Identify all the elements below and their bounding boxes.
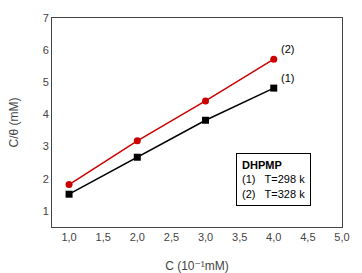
svg-text:1: 1 — [43, 205, 49, 217]
svg-text:1,5: 1,5 — [96, 231, 111, 243]
svg-text:7: 7 — [43, 12, 49, 24]
svg-text:2,0: 2,0 — [130, 231, 145, 243]
svg-text:(2): (2) — [281, 43, 294, 55]
svg-text:5: 5 — [43, 76, 49, 88]
svg-text:4,5: 4,5 — [300, 231, 315, 243]
svg-text:4,0: 4,0 — [266, 231, 281, 243]
svg-text:6: 6 — [43, 44, 49, 56]
svg-text:3: 3 — [43, 140, 49, 152]
svg-text:(1): (1) — [281, 72, 294, 84]
svg-text:C (10⁻¹mM): C (10⁻¹mM) — [165, 259, 229, 273]
svg-text:1,0: 1,0 — [61, 231, 76, 243]
svg-text:2,5: 2,5 — [164, 231, 179, 243]
svg-text:C/θ (mM): C/θ (mM) — [7, 98, 21, 148]
svg-text:5,0: 5,0 — [334, 231, 349, 243]
svg-text:4: 4 — [43, 108, 49, 120]
svg-text:2: 2 — [43, 173, 49, 185]
svg-text:3,0: 3,0 — [198, 231, 213, 243]
svg-text:3,5: 3,5 — [232, 231, 247, 243]
svg-text:DHPMP(1) T=298 k(2) T=328: DHPMP(1) T=298 k(2) T=328 k — [242, 159, 305, 200]
